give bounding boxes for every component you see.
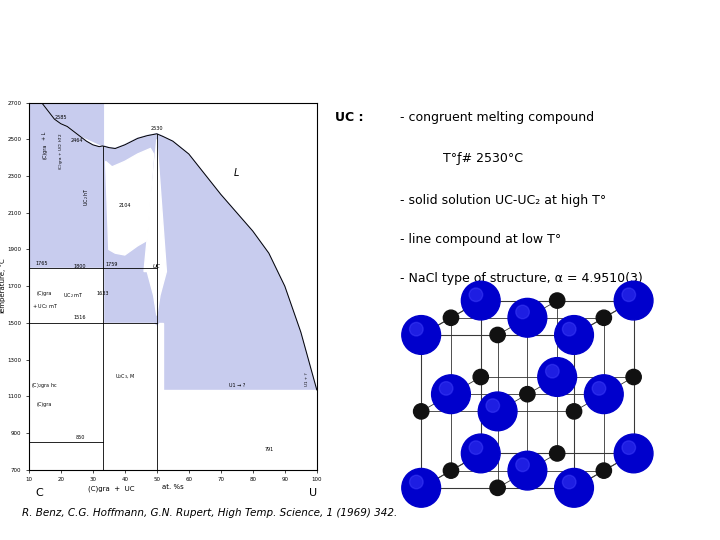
Circle shape [614, 281, 653, 320]
Text: Binary phase diagram of U-C: Binary phase diagram of U-C [146, 25, 574, 53]
Text: + UC$_2$ mT: + UC$_2$ mT [32, 302, 58, 311]
Text: T°ƒ# 2530°C: T°ƒ# 2530°C [443, 152, 523, 165]
Circle shape [622, 288, 636, 301]
Polygon shape [29, 323, 163, 470]
Text: 1759: 1759 [106, 262, 118, 267]
Circle shape [622, 441, 636, 454]
Text: - solid solution UC-UC₂ at high T°: - solid solution UC-UC₂ at high T° [400, 194, 606, 207]
Circle shape [567, 404, 582, 419]
Text: 1800: 1800 [73, 264, 86, 269]
Circle shape [593, 382, 606, 395]
Circle shape [490, 327, 505, 342]
Circle shape [413, 404, 429, 419]
Circle shape [596, 463, 611, 478]
Circle shape [562, 322, 576, 336]
Text: + L: + L [42, 132, 48, 140]
Circle shape [596, 310, 611, 326]
Circle shape [520, 387, 535, 402]
Circle shape [410, 475, 423, 489]
Text: (C)gra + UC$_2$ hT2: (C)gra + UC$_2$ hT2 [57, 132, 65, 170]
Polygon shape [138, 134, 170, 325]
Circle shape [508, 451, 546, 490]
Text: 791: 791 [264, 448, 274, 453]
Circle shape [486, 399, 500, 413]
Text: (C)gra: (C)gra [37, 402, 53, 407]
Text: U$_2$C$_3$, M: U$_2$C$_3$, M [114, 372, 135, 381]
Polygon shape [106, 148, 153, 255]
Circle shape [473, 369, 488, 384]
Circle shape [490, 480, 505, 496]
Text: - NaCl type of structure, α = 4.9510(3): - NaCl type of structure, α = 4.9510(3) [400, 272, 642, 285]
Text: (C)$_2$gra hc: (C)$_2$gra hc [32, 381, 58, 390]
Text: (C)gra: (C)gra [37, 292, 53, 296]
Polygon shape [29, 268, 104, 470]
Text: UC$_2$ mT: UC$_2$ mT [63, 291, 84, 300]
Text: 2585: 2585 [55, 115, 67, 120]
Circle shape [585, 375, 624, 414]
Circle shape [478, 392, 517, 431]
Text: U: U [309, 488, 318, 498]
X-axis label: at. %s: at. %s [162, 484, 184, 490]
Text: UC :: UC : [335, 111, 364, 124]
Polygon shape [163, 390, 317, 470]
Text: L: L [234, 168, 240, 178]
Circle shape [469, 288, 482, 301]
Text: 850: 850 [76, 435, 85, 440]
Polygon shape [29, 103, 104, 146]
Circle shape [554, 315, 593, 354]
Polygon shape [104, 134, 163, 269]
Circle shape [402, 469, 441, 507]
Text: U1 + ?: U1 + ? [305, 373, 309, 386]
Text: UC$_2$ hT: UC$_2$ hT [82, 187, 91, 206]
Circle shape [439, 382, 453, 395]
Circle shape [402, 315, 441, 354]
Circle shape [614, 434, 653, 473]
Text: UC: UC [153, 264, 161, 269]
Polygon shape [29, 103, 317, 470]
Circle shape [516, 305, 529, 319]
Text: R. Benz, C.G. Hoffmann, G.N. Rupert, High Temp. Science, 1 (1969) 342.: R. Benz, C.G. Hoffmann, G.N. Rupert, Hig… [22, 508, 397, 518]
Circle shape [546, 364, 559, 378]
Circle shape [549, 293, 564, 308]
Circle shape [554, 469, 593, 507]
Circle shape [516, 458, 529, 471]
Text: 1516: 1516 [73, 315, 86, 320]
Text: - line compound at low T°: - line compound at low T° [400, 233, 561, 246]
Circle shape [462, 281, 500, 320]
Text: - congruent melting compound: - congruent melting compound [400, 111, 594, 124]
Circle shape [562, 475, 576, 489]
Circle shape [626, 369, 642, 384]
Circle shape [462, 434, 500, 473]
Circle shape [431, 375, 470, 414]
Circle shape [444, 310, 459, 326]
Y-axis label: Temperature, °C: Temperature, °C [0, 258, 6, 315]
Circle shape [538, 357, 577, 396]
Text: 2104: 2104 [119, 203, 131, 208]
Circle shape [549, 446, 564, 461]
Text: 1633: 1633 [96, 292, 109, 296]
Circle shape [410, 322, 423, 336]
Text: (C)gra: (C)gra [42, 143, 48, 159]
Text: 2530: 2530 [150, 126, 163, 131]
Polygon shape [144, 139, 166, 315]
Text: (C)gra  +  UC: (C)gra + UC [89, 485, 135, 492]
Circle shape [444, 463, 459, 478]
Circle shape [469, 441, 482, 454]
Text: C: C [36, 488, 43, 498]
Circle shape [508, 299, 546, 337]
Text: 2464: 2464 [71, 138, 83, 143]
Text: U1 → ?: U1 → ? [229, 383, 245, 388]
Text: 1765: 1765 [35, 261, 48, 266]
